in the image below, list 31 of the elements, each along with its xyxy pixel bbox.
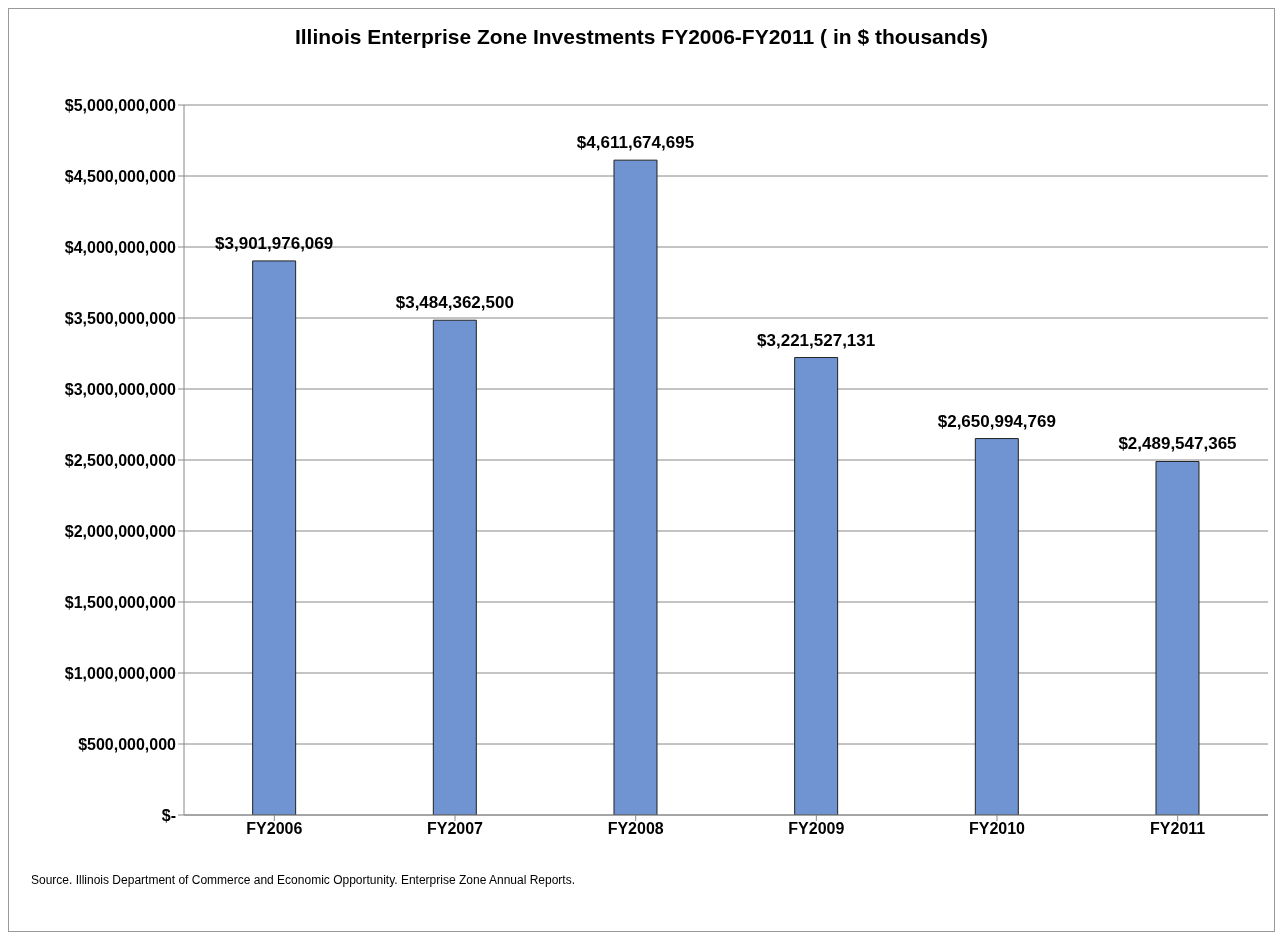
y-tick-label: $2,500,000,000 [64, 451, 177, 469]
data-label: $2,650,994,769 [937, 411, 1056, 431]
bar [613, 159, 658, 815]
data-label: $3,901,976,069 [215, 233, 334, 253]
bar [432, 319, 477, 815]
bar [252, 260, 297, 815]
y-tick-label: $- [161, 806, 176, 824]
y-tick-label: $1,500,000,000 [64, 593, 177, 611]
chart-title: Illinois Enterprise Zone Investments FY2006-FY2011 ( in $ thousands) [293, 24, 990, 50]
data-label: $4,611,674,695 [576, 133, 695, 153]
data-label: $2,489,547,365 [1118, 434, 1237, 454]
x-tick-label: FY2007 [426, 820, 484, 838]
x-tick-label: FY2010 [968, 820, 1026, 838]
data-label: $3,484,362,500 [395, 293, 514, 313]
bar [794, 357, 839, 815]
y-tick-label: $4,000,000,000 [64, 238, 177, 256]
y-tick-label: $5,000,000,000 [64, 96, 177, 114]
y-tick-label: $3,500,000,000 [64, 309, 177, 327]
bar [1155, 460, 1200, 815]
x-tick-label: FY2011 [1150, 820, 1206, 838]
y-tick-label: $500,000,000 [78, 735, 177, 753]
y-tick-label: $3,000,000,000 [64, 380, 177, 398]
bar [974, 438, 1019, 815]
x-tick-label: FY2008 [607, 820, 664, 838]
source-note: Source. Illinois Department of Commerce and Economic Opportunity. Enterprise Zone Annual Reports. [31, 873, 577, 887]
y-tick-label: $4,500,000,000 [64, 167, 177, 185]
x-tick-label: FY2009 [788, 820, 845, 838]
y-tick-label: $2,000,000,000 [64, 522, 177, 540]
data-label: $3,221,527,131 [757, 330, 876, 350]
y-tick-label: $1,000,000,000 [64, 664, 177, 682]
x-tick-label: FY2006 [246, 820, 303, 838]
